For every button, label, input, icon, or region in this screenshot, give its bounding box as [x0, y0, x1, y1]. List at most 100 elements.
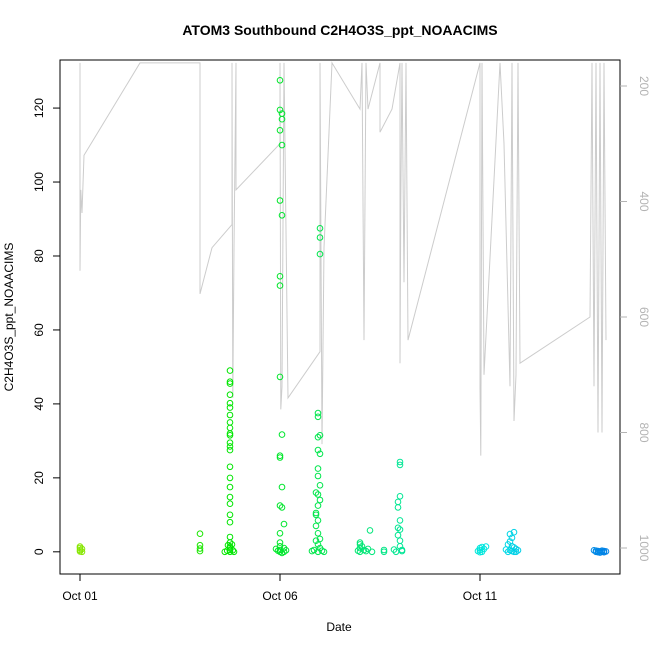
- data-point: [314, 541, 322, 548]
- altitude-line: [79, 61, 607, 456]
- data-point: [278, 549, 286, 557]
- data-point: [226, 446, 234, 454]
- data-point: [312, 522, 320, 530]
- data-point: [510, 528, 518, 536]
- data-point: [230, 548, 238, 556]
- data-point: [78, 548, 86, 556]
- data-point: [228, 541, 236, 548]
- data-point: [226, 432, 234, 439]
- data-point: [314, 517, 322, 524]
- data-point: [502, 546, 510, 553]
- data-point: [276, 373, 284, 381]
- data-point: [314, 409, 322, 417]
- data-point: [396, 461, 404, 469]
- data-point: [226, 430, 234, 437]
- data-points: [76, 77, 610, 557]
- data-point: [276, 77, 284, 84]
- data-point: [276, 197, 284, 204]
- data-point: [394, 524, 402, 532]
- data-point: [226, 463, 234, 471]
- data-point: [380, 546, 388, 554]
- data-point: [226, 483, 234, 491]
- data-point: [314, 433, 322, 441]
- data-point: [226, 474, 234, 482]
- data-point: [280, 520, 288, 528]
- data-point: [221, 548, 229, 556]
- y2-axis: 200 400 600 800 1000: [620, 76, 650, 562]
- data-point: [276, 539, 284, 546]
- data-point: [394, 504, 402, 511]
- data-point: [602, 548, 610, 555]
- data-point: [226, 439, 234, 447]
- data-point: [276, 106, 284, 114]
- data-point: [78, 545, 86, 553]
- data-point: [226, 419, 234, 426]
- data-point: [276, 452, 284, 460]
- data-point: [476, 548, 484, 556]
- data-point: [226, 533, 234, 541]
- data-point: [226, 367, 234, 374]
- data-point: [196, 530, 204, 538]
- plot-frame: [59, 59, 621, 575]
- data-point: [312, 489, 320, 496]
- data-point: [314, 465, 322, 472]
- data-point: [398, 547, 406, 555]
- data-point: [226, 411, 234, 419]
- data-point: [278, 431, 286, 438]
- data-point: [226, 493, 234, 501]
- data-point: [226, 399, 234, 407]
- data-point: [276, 530, 284, 537]
- data-point: [506, 530, 514, 538]
- y2-tick-label: 600: [637, 307, 650, 327]
- data-point: [396, 526, 404, 533]
- data-point: [226, 378, 234, 386]
- data-point: [276, 273, 284, 280]
- y-tick-label: 60: [32, 323, 46, 337]
- data-point: [396, 458, 404, 466]
- y-axis-label: C2H4O3S_ppt_NOAACIMS: [2, 243, 16, 392]
- data-point: [396, 537, 404, 545]
- data-point: [196, 547, 204, 555]
- data-point: [278, 212, 286, 219]
- data-point: [314, 446, 322, 454]
- y-tick-label: 100: [32, 172, 46, 192]
- data-point: [278, 141, 286, 149]
- data-point: [514, 547, 522, 554]
- x-tick-label: Oct 11: [463, 589, 498, 603]
- data-point: [316, 535, 324, 543]
- y-tick-label: 80: [32, 249, 46, 263]
- data-point: [226, 518, 234, 526]
- data-point: [226, 511, 234, 519]
- data-point: [394, 531, 402, 539]
- y-tick-label: 40: [32, 397, 46, 411]
- data-point: [276, 454, 284, 461]
- data-point: [368, 548, 376, 556]
- data-point: [504, 548, 512, 556]
- data-point: [312, 537, 320, 545]
- data-point: [272, 545, 280, 553]
- data-point: [356, 541, 364, 548]
- data-point: [594, 548, 602, 556]
- data-point: [314, 413, 322, 421]
- y-axis: 0 20 40 60 80 100 120: [32, 98, 60, 555]
- data-point: [316, 234, 324, 241]
- data-point: [312, 511, 320, 519]
- data-point: [224, 541, 232, 549]
- data-point: [482, 543, 490, 550]
- data-point: [278, 483, 286, 491]
- y-tick-label: 20: [32, 471, 46, 485]
- data-point: [276, 502, 284, 509]
- data-point: [276, 127, 284, 134]
- x-tick-label: Oct 06: [262, 589, 298, 603]
- data-point: [308, 547, 316, 555]
- y2-tick-label: 200: [637, 76, 650, 96]
- data-point: [312, 509, 320, 517]
- data-point: [278, 504, 286, 511]
- data-point: [314, 502, 322, 509]
- data-point: [314, 472, 322, 480]
- data-point: [316, 250, 324, 258]
- data-point: [390, 546, 398, 553]
- x-tick-label: Oct 01: [62, 589, 98, 603]
- data-point: [226, 380, 234, 387]
